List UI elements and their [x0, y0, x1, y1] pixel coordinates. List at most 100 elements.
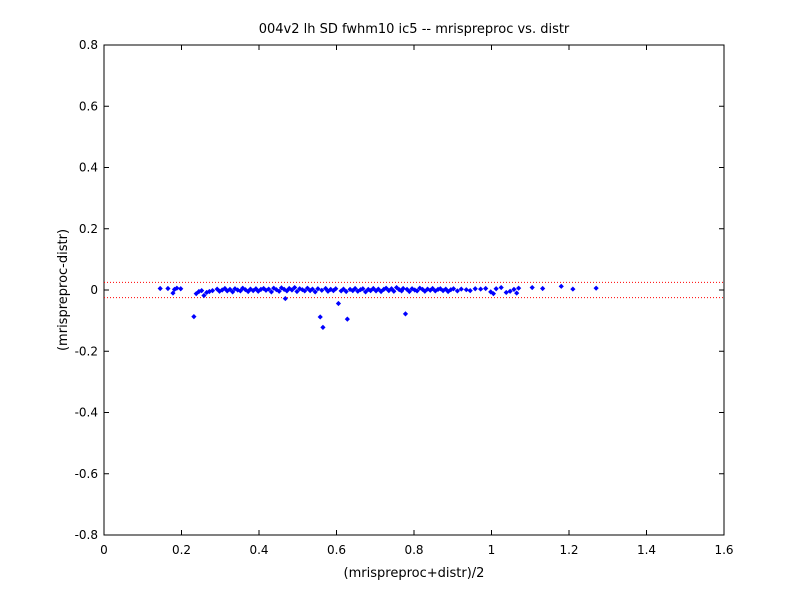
data-point	[224, 288, 230, 294]
y-tick-label: 0.6	[79, 99, 98, 113]
data-point	[253, 286, 259, 292]
x-tick-label: 0.6	[327, 543, 346, 557]
data-point	[178, 286, 184, 292]
data-point	[368, 288, 374, 294]
data-point	[330, 288, 336, 294]
data-point	[396, 287, 402, 293]
y-tick-label: 0.4	[79, 161, 98, 175]
data-point	[299, 287, 305, 293]
data-point	[493, 286, 499, 292]
data-point	[201, 292, 207, 299]
data-point	[483, 285, 489, 292]
y-tick-label: 0.8	[79, 38, 98, 52]
data-point	[450, 286, 457, 292]
data-point	[529, 284, 535, 291]
data-point	[294, 288, 300, 295]
data-point	[307, 288, 313, 294]
data-point	[209, 288, 216, 294]
data-point	[435, 286, 441, 292]
data-point	[204, 289, 210, 296]
data-point	[255, 288, 261, 294]
data-point	[383, 285, 389, 291]
x-axis-label: (mrispreproc+distr)/2	[344, 566, 485, 581]
data-point	[292, 284, 298, 291]
data-point	[335, 300, 342, 307]
data-point	[338, 288, 344, 294]
data-point	[437, 286, 443, 292]
data-point	[498, 284, 504, 291]
data-point	[593, 285, 599, 291]
data-point	[343, 288, 349, 295]
x-tick-label: 1.2	[559, 543, 578, 557]
y-tick-label: -0.6	[75, 467, 98, 481]
data-point	[406, 288, 412, 295]
data-point	[333, 286, 339, 292]
data-point	[165, 285, 171, 292]
data-point	[157, 285, 163, 292]
data-point	[490, 291, 497, 297]
data-point	[240, 285, 246, 291]
data-point	[309, 286, 316, 292]
data-point	[419, 286, 426, 292]
data-point	[320, 324, 326, 330]
reference-lines	[104, 281, 724, 299]
data-point	[400, 285, 406, 292]
data-point	[312, 289, 318, 295]
data-point	[443, 286, 449, 292]
data-point	[375, 286, 381, 292]
y-axis-label: (mrispreproc-distr)	[56, 229, 71, 351]
data-point	[271, 285, 277, 291]
data-point	[315, 286, 321, 292]
data-point	[388, 286, 395, 292]
data-point	[540, 285, 546, 292]
data-point	[242, 287, 249, 293]
data-points	[157, 283, 599, 330]
data-point	[422, 288, 428, 294]
x-axis-ticks: 0 0.2 0.4 0.6 0.8 1 1.2 1.4 1.6	[100, 45, 734, 557]
y-tick-label: -0.4	[75, 406, 98, 420]
data-point	[278, 285, 285, 291]
data-point	[414, 288, 420, 294]
data-point	[216, 288, 223, 294]
x-tick-label: 0.2	[172, 543, 191, 557]
data-point	[507, 288, 513, 294]
data-point	[214, 286, 220, 292]
y-axis-ticks: -0.8 -0.6 -0.4 -0.2 0 0.2 0.4 0.6 0.8	[75, 38, 724, 542]
data-point	[199, 288, 205, 294]
chart-title: 004v2 lh SD fwhm10 ic5 -- mrispreproc vs…	[259, 22, 570, 37]
x-tick-label: 1	[488, 543, 496, 557]
data-point	[472, 286, 478, 292]
data-point	[478, 286, 484, 292]
data-point	[191, 314, 197, 320]
data-point	[399, 288, 405, 294]
data-point	[230, 289, 236, 295]
y-tick-label: 0	[90, 283, 98, 297]
data-point	[454, 288, 460, 294]
data-point	[427, 287, 433, 293]
data-point	[266, 286, 272, 292]
data-point	[174, 285, 180, 291]
y-tick-label: -0.8	[75, 528, 98, 542]
x-tick-label: 1.4	[637, 543, 656, 557]
data-point	[319, 287, 325, 293]
data-point	[352, 285, 358, 292]
data-point	[268, 289, 274, 295]
data-point	[317, 314, 323, 320]
data-point	[402, 311, 409, 317]
data-point	[488, 289, 494, 295]
data-point	[514, 290, 520, 296]
data-point	[404, 286, 410, 292]
data-point	[325, 288, 331, 294]
data-point	[381, 286, 387, 292]
data-point	[302, 288, 308, 294]
y-tick-label: 0.2	[79, 222, 98, 236]
data-point	[340, 286, 347, 292]
data-point	[170, 290, 176, 296]
data-point	[458, 286, 464, 292]
data-point	[463, 287, 469, 293]
data-point	[282, 295, 288, 302]
data-point	[247, 286, 254, 292]
data-point	[284, 288, 290, 294]
data-point	[373, 288, 379, 294]
data-point	[503, 289, 509, 296]
